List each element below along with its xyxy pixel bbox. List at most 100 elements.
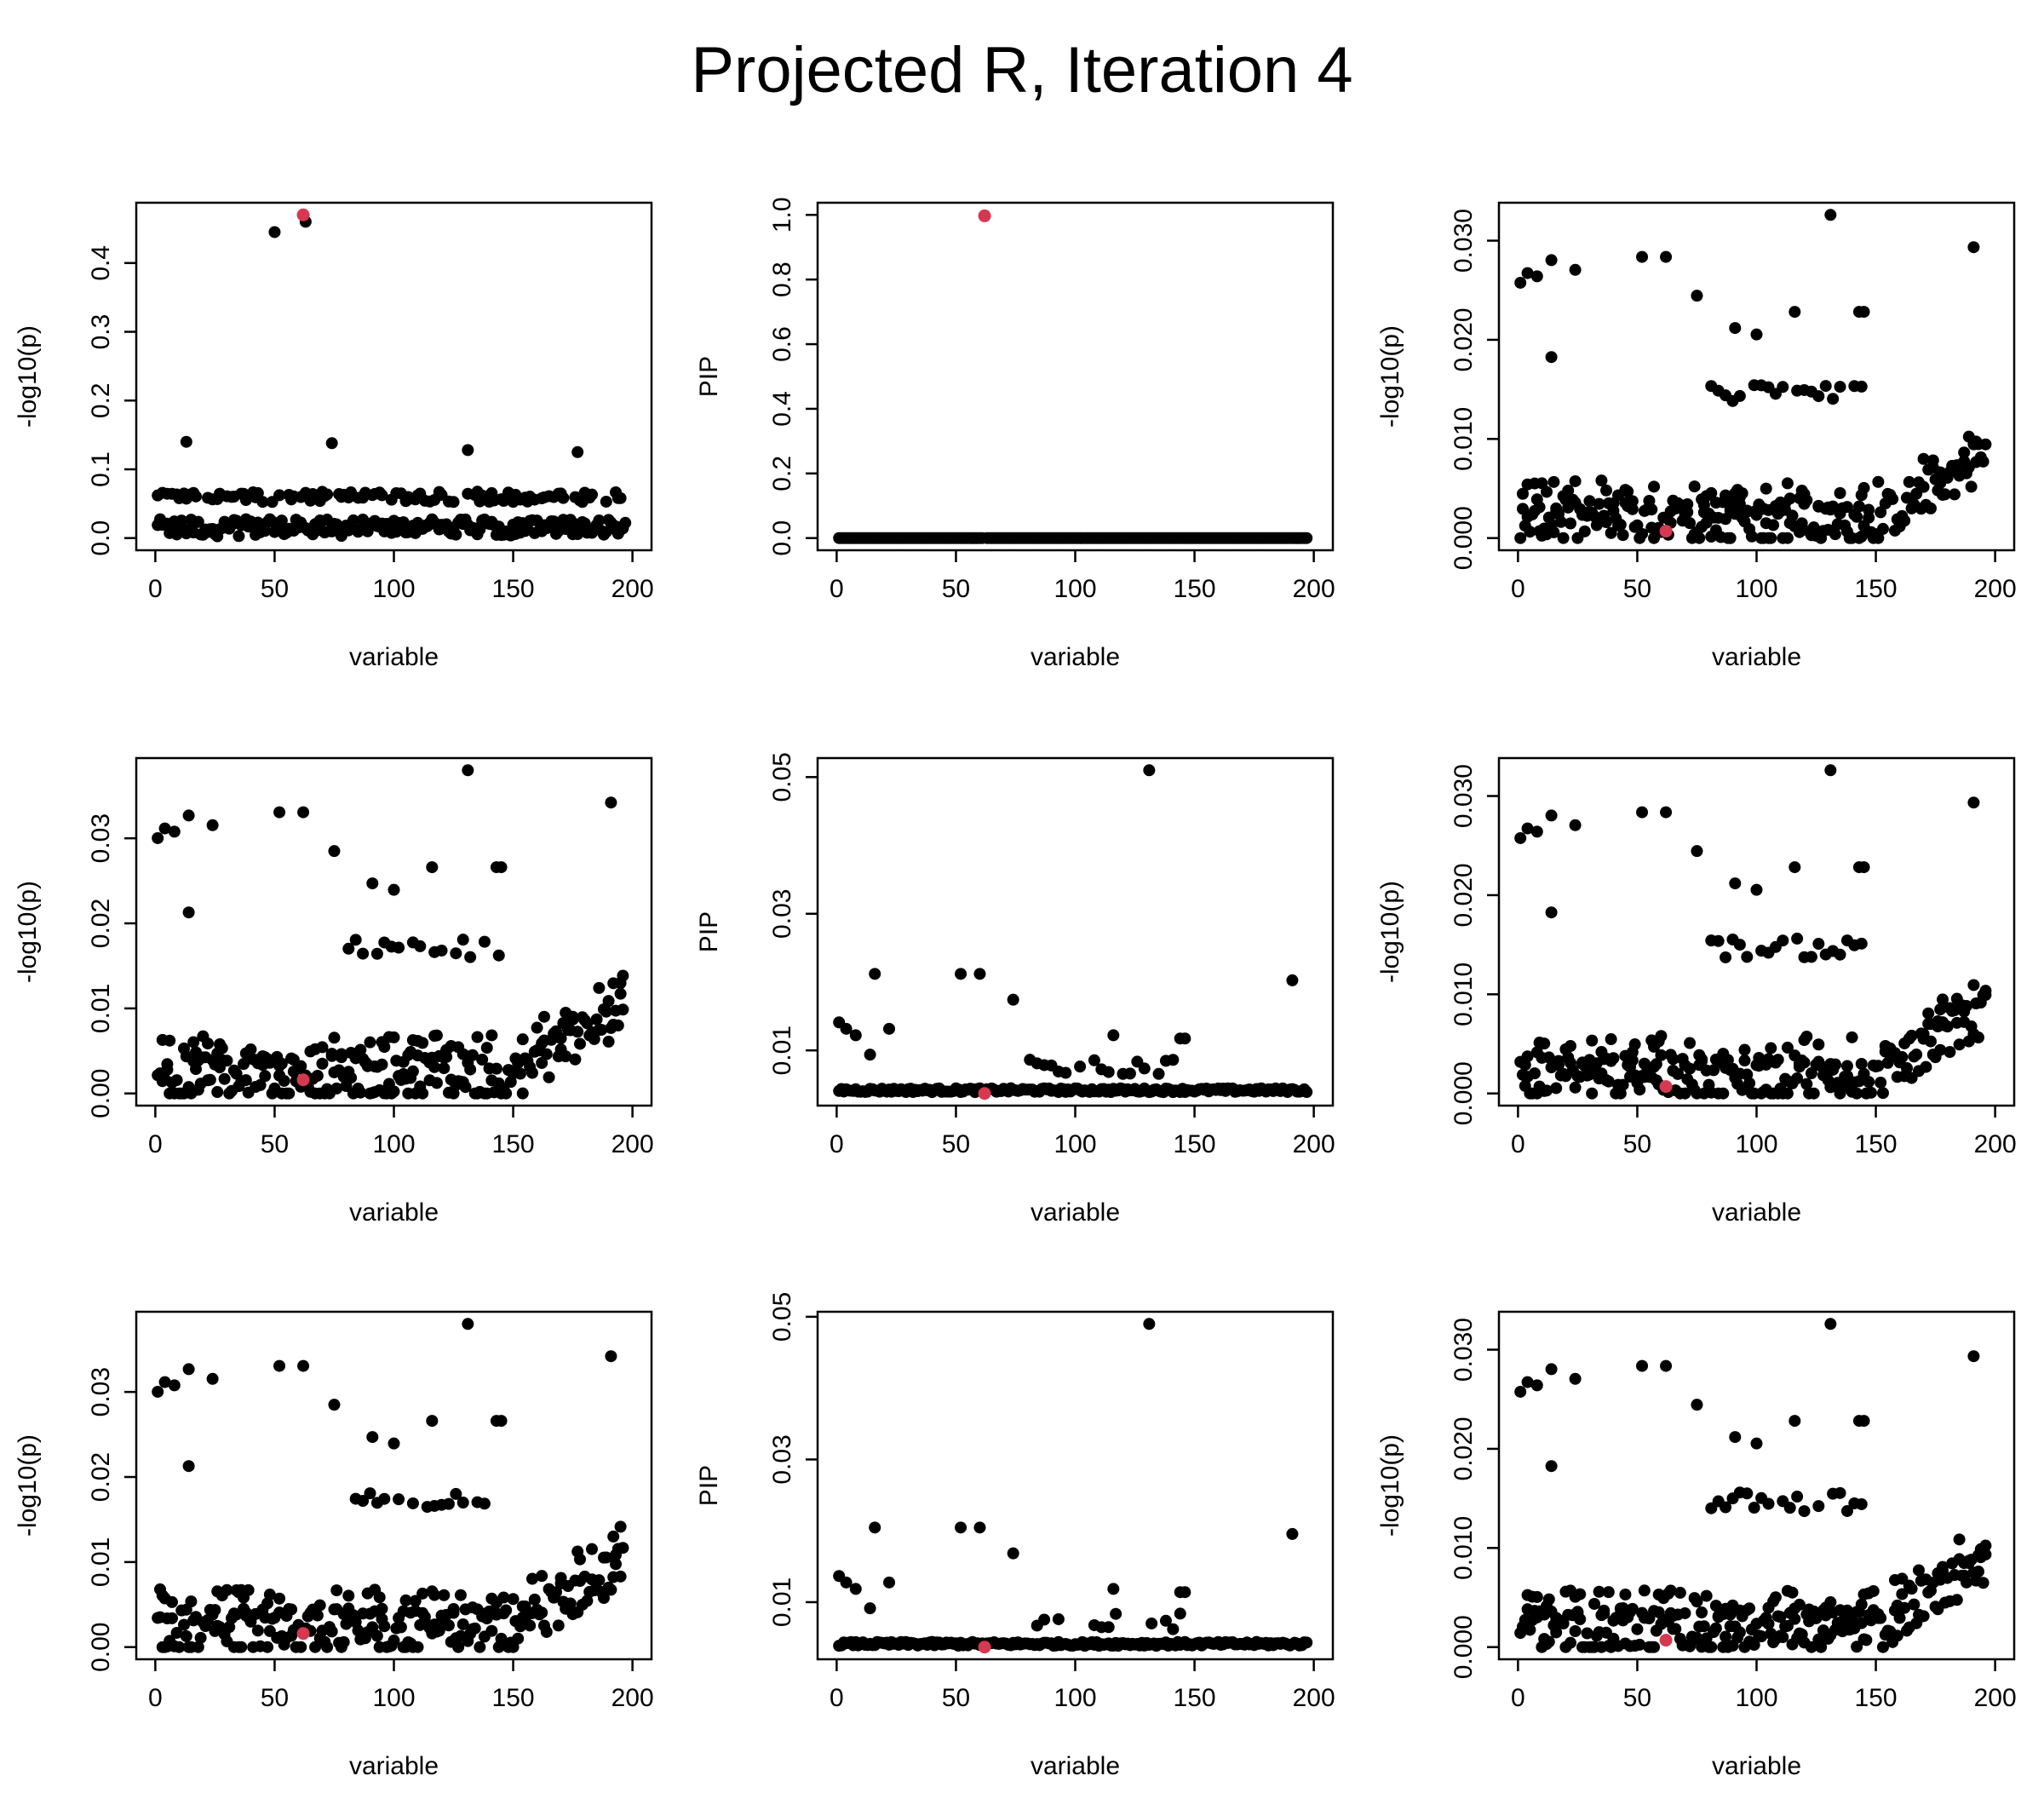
y-tick-label: 0.0 (87, 520, 115, 556)
data-point (1967, 1350, 1980, 1363)
data-point (1791, 1491, 1804, 1503)
data-point (1876, 1641, 1889, 1653)
data-point (1961, 1576, 1973, 1589)
data-point (1827, 393, 1840, 405)
data-point (1857, 1415, 1870, 1428)
data-point (1700, 1589, 1713, 1602)
data-point (1159, 1614, 1172, 1627)
data-point (471, 1031, 484, 1043)
y-tick-label: 0.4 (768, 391, 796, 427)
y-tick-label: 0.01 (87, 984, 115, 1033)
data-point (1781, 1087, 1794, 1100)
data-point (1924, 1035, 1937, 1048)
plot-frame (816, 756, 1335, 1107)
y-tick-label: 0.00 (87, 1069, 115, 1118)
data-point (152, 1385, 164, 1398)
y-tick-label: 0.01 (87, 1537, 115, 1587)
data-point (426, 861, 439, 874)
data-point (406, 1065, 419, 1078)
y-tick-label: 0.000 (1450, 1061, 1478, 1125)
data-point (168, 825, 181, 838)
data-point (328, 1032, 341, 1044)
data-point (1602, 1586, 1615, 1599)
data-point (1709, 1622, 1722, 1635)
highlighted-point (978, 1087, 991, 1101)
data-point (1857, 481, 1870, 494)
data-point (1834, 1486, 1846, 1499)
x-axis-label: variable (1712, 643, 1801, 671)
data-point (1863, 503, 1875, 516)
data-point (1145, 1617, 1158, 1629)
y-tick-label: 0.02 (87, 899, 115, 948)
data-point (566, 1010, 579, 1023)
x-tick-label: 0 (148, 575, 163, 603)
data-point (261, 1641, 274, 1653)
data-point (1557, 532, 1570, 544)
panel-row2-col3: 0 50 100 150 200 0.000 0.010 0.020 0.030 variable… (1376, 756, 2017, 1227)
data-point (1521, 1050, 1534, 1063)
data-point (1538, 1037, 1551, 1050)
data-point (1174, 1607, 1186, 1620)
x-tick-label: 150 (492, 575, 535, 603)
data-point (430, 1077, 443, 1089)
data-point (1872, 532, 1885, 544)
data-point (1550, 1626, 1563, 1639)
data-point (554, 1032, 567, 1045)
data-point (1547, 475, 1560, 488)
data-point (600, 495, 612, 508)
data-point (414, 940, 427, 952)
x-tick-label: 200 (1974, 575, 2017, 603)
data-point (325, 437, 338, 450)
data-point (335, 1048, 347, 1060)
data-point (1167, 1054, 1180, 1066)
data-point (268, 226, 281, 238)
panel-row1-col1: 0 50 100 150 200 0.0 0.1 0.2 0.3 0.4 variable -log1… (14, 201, 654, 671)
data-point (1855, 1057, 1868, 1070)
x-tick-label: 50 (261, 575, 289, 603)
data-point (1650, 1058, 1662, 1071)
data-point (1530, 825, 1543, 838)
data-point (590, 1013, 603, 1026)
data-point (1908, 1598, 1921, 1611)
data-point (585, 1543, 598, 1555)
data-point (330, 1082, 343, 1095)
y-tick-label: 0.1 (87, 451, 115, 487)
data-point (614, 987, 627, 1000)
data-point (1516, 487, 1529, 500)
data-point (254, 1078, 267, 1091)
data-point (840, 1576, 853, 1589)
data-point (1636, 250, 1649, 263)
data-point (1777, 1631, 1789, 1644)
data-point (1855, 1617, 1868, 1629)
x-tick-label: 200 (611, 575, 654, 603)
data-point (466, 1049, 479, 1061)
data-point (388, 883, 400, 896)
data-point (388, 1085, 400, 1098)
data-point (158, 822, 171, 835)
data-point (180, 435, 192, 448)
data-point (507, 1593, 520, 1606)
data-point (1917, 1610, 1930, 1623)
data-point (275, 1057, 288, 1070)
data-point (1688, 480, 1701, 493)
data-point (1691, 1631, 1703, 1644)
data-point (1798, 1505, 1811, 1518)
data-point (263, 1589, 276, 1601)
x-axis-label: variable (1031, 1198, 1120, 1227)
data-point (1750, 883, 1763, 896)
data-point (1936, 993, 1949, 1006)
data-point (388, 1635, 400, 1647)
data-point (540, 1625, 553, 1638)
data-point (204, 1073, 216, 1086)
y-tick-label: 0.03 (768, 1434, 796, 1484)
data-point (170, 1074, 183, 1087)
data-point (573, 1553, 586, 1566)
data-point (617, 969, 629, 982)
data-point (438, 1589, 451, 1601)
data-point (1771, 1054, 1784, 1066)
data-point (239, 1074, 252, 1087)
data-point (428, 1060, 441, 1073)
x-tick-label: 150 (492, 1130, 535, 1158)
highlighted-point (296, 208, 310, 221)
data-point (330, 1584, 343, 1597)
